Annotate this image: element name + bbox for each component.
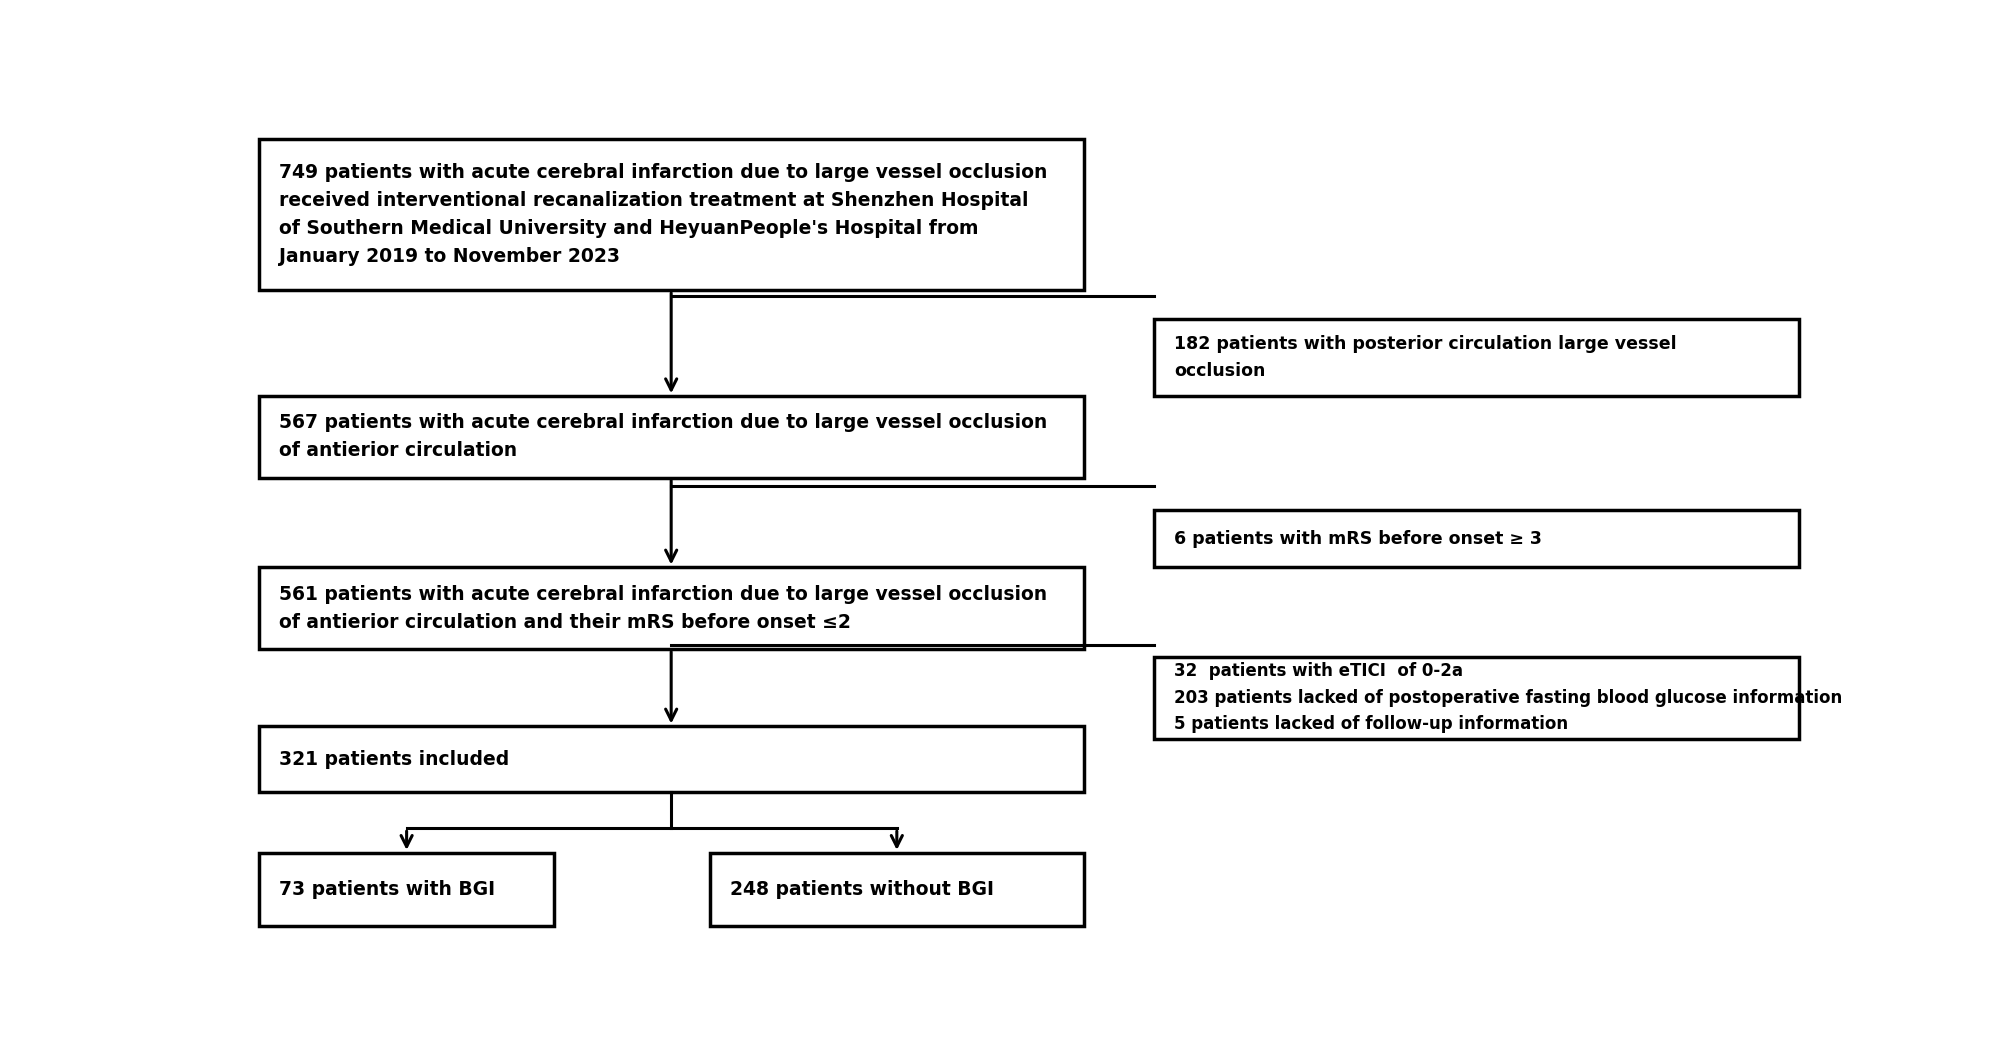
FancyBboxPatch shape: [1152, 510, 1798, 568]
Text: 32  patients with eTICI  of 0-2a
203 patients lacked of postoperative fasting bl: 32 patients with eTICI of 0-2a 203 patie…: [1174, 663, 1840, 733]
FancyBboxPatch shape: [1152, 657, 1798, 739]
FancyBboxPatch shape: [259, 140, 1084, 290]
Text: 567 patients with acute cerebral infarction due to large vessel occlusion
of ant: 567 patients with acute cerebral infarct…: [279, 413, 1048, 461]
FancyBboxPatch shape: [259, 396, 1084, 478]
Text: 749 patients with acute cerebral infarction due to large vessel occlusion
receiv: 749 patients with acute cerebral infarct…: [279, 163, 1048, 266]
FancyBboxPatch shape: [259, 726, 1084, 792]
Text: 561 patients with acute cerebral infarction due to large vessel occlusion
of ant: 561 patients with acute cerebral infarct…: [279, 585, 1046, 631]
Text: 321 patients included: 321 patients included: [279, 750, 510, 769]
Text: 6 patients with mRS before onset ≥ 3: 6 patients with mRS before onset ≥ 3: [1174, 530, 1541, 548]
Text: 248 patients without BGI: 248 patients without BGI: [731, 880, 993, 899]
Text: 73 patients with BGI: 73 patients with BGI: [279, 880, 496, 899]
FancyBboxPatch shape: [710, 852, 1084, 927]
FancyBboxPatch shape: [259, 568, 1084, 649]
FancyBboxPatch shape: [259, 852, 554, 927]
FancyBboxPatch shape: [1152, 319, 1798, 396]
Text: 182 patients with posterior circulation large vessel
occlusion: 182 patients with posterior circulation …: [1174, 336, 1676, 379]
